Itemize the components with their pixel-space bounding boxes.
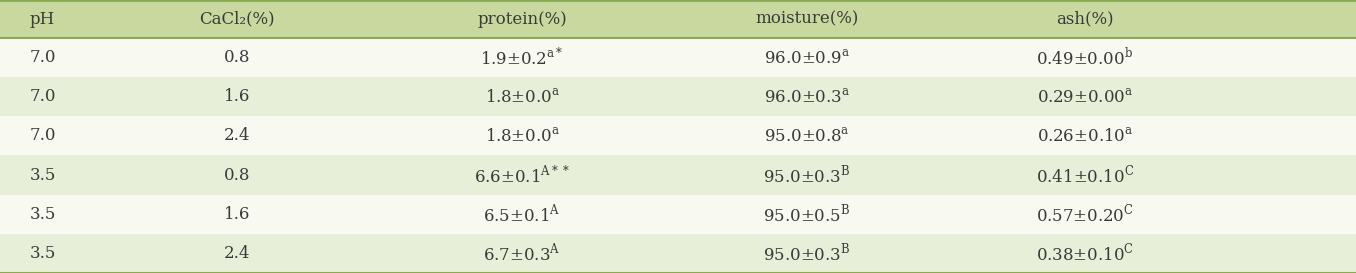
Text: 6.7±0.3$^{\mathregular{A}}$: 6.7±0.3$^{\mathregular{A}}$ — [483, 242, 561, 265]
Text: 1.6: 1.6 — [224, 206, 251, 223]
Text: 6.5±0.1$^{\mathregular{A}}$: 6.5±0.1$^{\mathregular{A}}$ — [483, 203, 561, 225]
Text: 0.8: 0.8 — [224, 167, 251, 183]
Text: moisture(%): moisture(%) — [755, 10, 858, 28]
Text: 3.5: 3.5 — [30, 245, 56, 262]
Text: protein(%): protein(%) — [477, 10, 567, 28]
Text: pH: pH — [30, 10, 56, 28]
Text: 1.6: 1.6 — [224, 88, 251, 105]
Text: 96.0±0.3$^{\mathregular{a}}$: 96.0±0.3$^{\mathregular{a}}$ — [763, 87, 850, 106]
FancyBboxPatch shape — [0, 77, 1356, 116]
Text: 0.29±0.00$^{\mathregular{a}}$: 0.29±0.00$^{\mathregular{a}}$ — [1037, 87, 1132, 106]
Text: 1.8±0.0$^{\mathregular{a}}$: 1.8±0.0$^{\mathregular{a}}$ — [484, 87, 560, 106]
Text: 95.0±0.3$^{\mathregular{B}}$: 95.0±0.3$^{\mathregular{B}}$ — [763, 242, 850, 265]
FancyBboxPatch shape — [0, 234, 1356, 273]
Text: 1.9±0.2$^{\mathregular{a*}}$: 1.9±0.2$^{\mathregular{a*}}$ — [480, 47, 564, 69]
Text: 7.0: 7.0 — [30, 88, 57, 105]
Text: 3.5: 3.5 — [30, 167, 56, 183]
Text: 7.0: 7.0 — [30, 127, 57, 144]
FancyBboxPatch shape — [0, 38, 1356, 77]
Text: 0.8: 0.8 — [224, 49, 251, 66]
Text: 0.26±0.10$^{\mathregular{a}}$: 0.26±0.10$^{\mathregular{a}}$ — [1036, 127, 1134, 145]
Text: 0.57±0.20$^{\mathregular{C}}$: 0.57±0.20$^{\mathregular{C}}$ — [1036, 203, 1134, 225]
Text: ash(%): ash(%) — [1056, 10, 1113, 28]
Text: 1.8±0.0$^{\mathregular{a}}$: 1.8±0.0$^{\mathregular{a}}$ — [484, 127, 560, 145]
FancyBboxPatch shape — [0, 156, 1356, 195]
Text: 2.4: 2.4 — [224, 245, 251, 262]
Text: 3.5: 3.5 — [30, 206, 56, 223]
Text: 0.41±0.10$^{\mathregular{C}}$: 0.41±0.10$^{\mathregular{C}}$ — [1036, 164, 1134, 186]
Text: 95.0±0.5$^{\mathregular{B}}$: 95.0±0.5$^{\mathregular{B}}$ — [763, 203, 850, 225]
FancyBboxPatch shape — [0, 116, 1356, 156]
Text: 2.4: 2.4 — [224, 127, 251, 144]
FancyBboxPatch shape — [0, 195, 1356, 234]
FancyBboxPatch shape — [0, 0, 1356, 38]
Text: 95.0±0.3$^{\mathregular{B}}$: 95.0±0.3$^{\mathregular{B}}$ — [763, 164, 850, 186]
Text: 6.6±0.1$^{\mathregular{A**}}$: 6.6±0.1$^{\mathregular{A**}}$ — [475, 164, 570, 186]
Text: 0.49±0.00$^{\mathregular{b}}$: 0.49±0.00$^{\mathregular{b}}$ — [1036, 47, 1134, 69]
Text: 95.0±0.8$^{\mathregular{a}}$: 95.0±0.8$^{\mathregular{a}}$ — [763, 127, 850, 145]
Text: 96.0±0.9$^{\mathregular{a}}$: 96.0±0.9$^{\mathregular{a}}$ — [763, 48, 850, 67]
Text: 0.38±0.10$^{\mathregular{C}}$: 0.38±0.10$^{\mathregular{C}}$ — [1036, 242, 1134, 265]
Text: 7.0: 7.0 — [30, 49, 57, 66]
Text: CaCl₂(%): CaCl₂(%) — [199, 10, 275, 28]
